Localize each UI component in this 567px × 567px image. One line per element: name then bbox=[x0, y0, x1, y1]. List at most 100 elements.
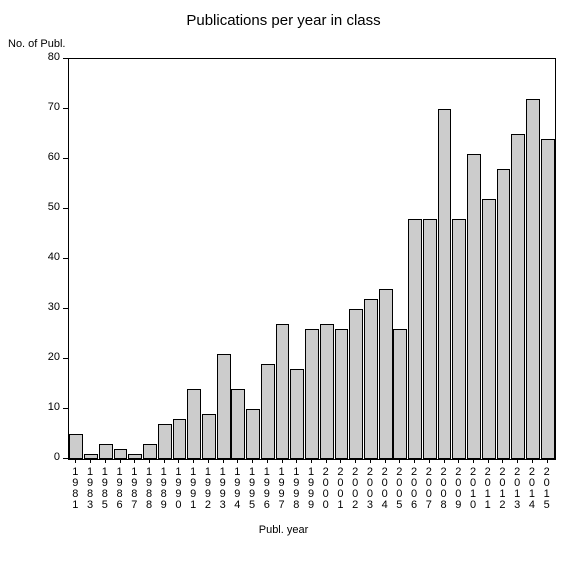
bar bbox=[379, 289, 393, 459]
x-tick-label: 2012 bbox=[496, 466, 507, 510]
x-tick-label: 1988 bbox=[143, 466, 154, 510]
y-tick-mark bbox=[63, 208, 68, 209]
y-tick-mark bbox=[63, 108, 68, 109]
x-tick-mark bbox=[208, 458, 209, 463]
x-tick-label: 2000 bbox=[320, 466, 331, 510]
x-tick-label: 1996 bbox=[261, 466, 272, 510]
bar bbox=[173, 419, 187, 459]
x-tick-label: 2006 bbox=[408, 466, 419, 510]
x-tick-mark bbox=[517, 458, 518, 463]
y-tick-mark bbox=[63, 458, 68, 459]
x-tick-label: 2002 bbox=[349, 466, 360, 510]
bar bbox=[467, 154, 481, 459]
x-tick-label: 1987 bbox=[128, 466, 139, 510]
x-tick-mark bbox=[105, 458, 106, 463]
x-tick-label: 2005 bbox=[393, 466, 404, 510]
x-tick-mark bbox=[414, 458, 415, 463]
bar bbox=[143, 444, 157, 459]
x-tick-mark bbox=[90, 458, 91, 463]
y-tick-label: 0 bbox=[40, 451, 60, 463]
y-tick-label: 10 bbox=[40, 401, 60, 413]
bar bbox=[364, 299, 378, 459]
x-tick-label: 1997 bbox=[276, 466, 287, 510]
x-tick-mark bbox=[193, 458, 194, 463]
y-tick-mark bbox=[63, 258, 68, 259]
x-axis-label: Publ. year bbox=[0, 524, 567, 536]
bar bbox=[276, 324, 290, 459]
x-tick-label: 2011 bbox=[482, 466, 493, 510]
y-tick-label: 80 bbox=[40, 51, 60, 63]
x-tick-mark bbox=[370, 458, 371, 463]
x-tick-label: 1994 bbox=[231, 466, 242, 510]
x-tick-label: 2004 bbox=[379, 466, 390, 510]
x-tick-label: 1999 bbox=[305, 466, 316, 510]
x-tick-label: 2014 bbox=[526, 466, 537, 510]
x-tick-label: 2010 bbox=[467, 466, 478, 510]
x-tick-mark bbox=[355, 458, 356, 463]
bar bbox=[305, 329, 319, 459]
bar bbox=[526, 99, 540, 459]
y-tick-mark bbox=[63, 308, 68, 309]
bar bbox=[423, 219, 437, 459]
bar bbox=[231, 389, 245, 459]
y-tick-label: 70 bbox=[40, 101, 60, 113]
bar bbox=[452, 219, 466, 459]
bar bbox=[158, 424, 172, 459]
y-tick-label: 40 bbox=[40, 251, 60, 263]
bar bbox=[511, 134, 525, 459]
x-tick-mark bbox=[340, 458, 341, 463]
x-tick-label: 2013 bbox=[511, 466, 522, 510]
x-tick-label: 1981 bbox=[69, 466, 80, 510]
x-tick-label: 2001 bbox=[334, 466, 345, 510]
y-tick-label: 30 bbox=[40, 301, 60, 313]
x-tick-label: 2003 bbox=[364, 466, 375, 510]
x-tick-mark bbox=[311, 458, 312, 463]
bar bbox=[335, 329, 349, 459]
x-tick-mark bbox=[237, 458, 238, 463]
bar bbox=[99, 444, 113, 459]
x-tick-label: 1985 bbox=[99, 466, 110, 510]
x-tick-mark bbox=[429, 458, 430, 463]
x-tick-label: 1992 bbox=[202, 466, 213, 510]
x-tick-label: 2007 bbox=[423, 466, 434, 510]
y-tick-mark bbox=[63, 158, 68, 159]
x-tick-label: 1986 bbox=[114, 466, 125, 510]
x-tick-mark bbox=[164, 458, 165, 463]
x-tick-label: 1991 bbox=[187, 466, 198, 510]
x-tick-mark bbox=[458, 458, 459, 463]
x-tick-label: 2008 bbox=[438, 466, 449, 510]
x-tick-mark bbox=[120, 458, 121, 463]
bar bbox=[187, 389, 201, 459]
chart-title: Publications per year in class bbox=[0, 12, 567, 29]
y-tick-mark bbox=[63, 58, 68, 59]
bar bbox=[497, 169, 511, 459]
x-tick-mark bbox=[149, 458, 150, 463]
bar bbox=[408, 219, 422, 459]
chart-container: Publications per year in class No. of Pu… bbox=[0, 0, 567, 567]
y-tick-mark bbox=[63, 358, 68, 359]
x-tick-mark bbox=[252, 458, 253, 463]
x-tick-mark bbox=[532, 458, 533, 463]
y-axis-label: No. of Publ. bbox=[8, 38, 65, 50]
y-tick-label: 60 bbox=[40, 151, 60, 163]
x-tick-mark bbox=[399, 458, 400, 463]
x-tick-label: 2015 bbox=[541, 466, 552, 510]
x-tick-label: 2009 bbox=[452, 466, 463, 510]
x-tick-mark bbox=[473, 458, 474, 463]
x-tick-mark bbox=[178, 458, 179, 463]
x-tick-mark bbox=[267, 458, 268, 463]
x-tick-mark bbox=[134, 458, 135, 463]
bar bbox=[202, 414, 216, 459]
bar bbox=[349, 309, 363, 459]
bar bbox=[482, 199, 496, 459]
x-tick-mark bbox=[547, 458, 548, 463]
x-tick-mark bbox=[75, 458, 76, 463]
x-tick-mark bbox=[502, 458, 503, 463]
bar bbox=[261, 364, 275, 459]
x-tick-mark bbox=[444, 458, 445, 463]
x-tick-mark bbox=[488, 458, 489, 463]
x-tick-label: 1990 bbox=[172, 466, 183, 510]
plot-area bbox=[68, 58, 556, 460]
y-tick-label: 20 bbox=[40, 351, 60, 363]
bar bbox=[246, 409, 260, 459]
